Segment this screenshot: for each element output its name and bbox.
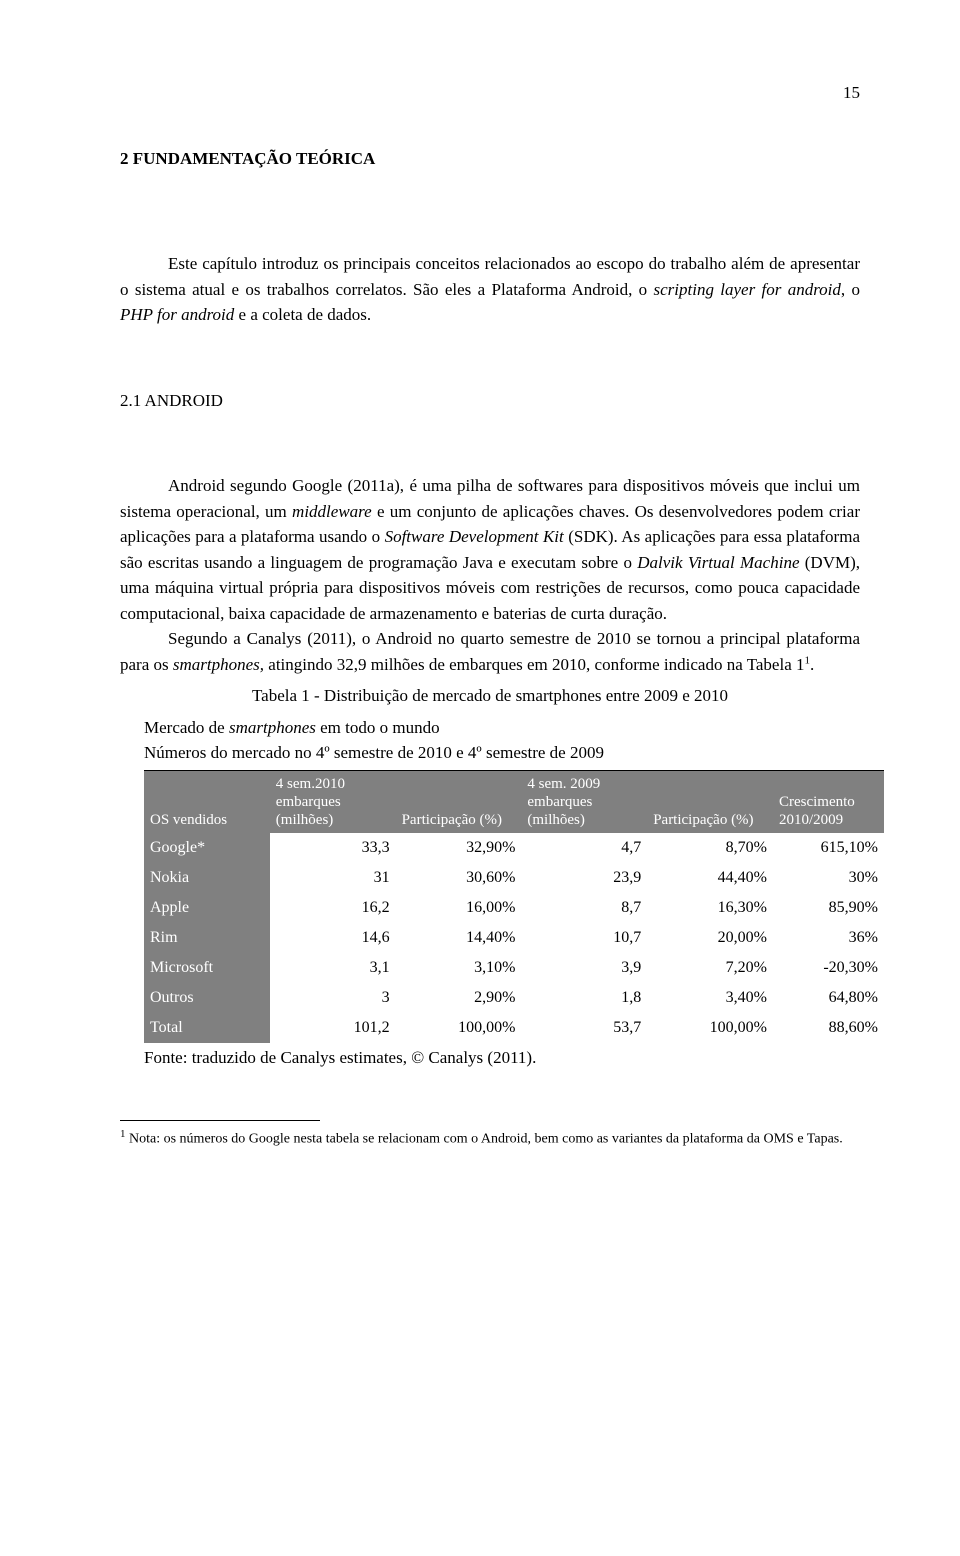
body-para-1: Android segundo Google (2011a), é uma pi… [120, 473, 860, 626]
footnote: 1 Nota: os números do Google nesta tabel… [120, 1127, 860, 1149]
p2-c: . [810, 655, 814, 674]
hdr-2009-ship: 4 sem. 2009 embarques (milhões) [521, 770, 647, 833]
cell: 7,20% [647, 953, 773, 983]
table-header-row: OS vendidos 4 sem.2010 embarques (milhõe… [144, 770, 884, 833]
table-row: Rim 14,6 14,40% 10,7 20,00% 36% [144, 923, 884, 953]
cell: 31 [270, 863, 396, 893]
cell: 16,2 [270, 893, 396, 923]
intro-paragraph: Este capítulo introduz os principais con… [120, 251, 860, 328]
cell: 64,80% [773, 983, 884, 1013]
p1-middleware: middleware [292, 502, 372, 521]
cell: 3,10% [396, 953, 522, 983]
page-number: 15 [120, 80, 860, 106]
hdr-os: OS vendidos [144, 770, 270, 833]
cell: 3,40% [647, 983, 773, 1013]
cell: 3,9 [521, 953, 647, 983]
cell: 30% [773, 863, 884, 893]
hdr-2009-share: Participação (%) [647, 770, 773, 833]
p1-sdk: Software Development Kit [385, 527, 564, 546]
table-subtitle-2: Números do mercado no 4º semestre de 201… [144, 740, 860, 766]
table-row: Google* 33,3 32,90% 4,7 8,70% 615,10% [144, 833, 884, 863]
cell-os: Nokia [144, 863, 270, 893]
cell: 100,00% [647, 1013, 773, 1043]
cell: 20,00% [647, 923, 773, 953]
table-source: Fonte: traduzido de Canalys estimates, ©… [144, 1045, 860, 1071]
cell: 101,2 [270, 1013, 396, 1043]
hdr-2010-share: Participação (%) [396, 770, 522, 833]
cell-os: Outros [144, 983, 270, 1013]
cell: 14,40% [396, 923, 522, 953]
cell-os: Microsoft [144, 953, 270, 983]
cell: 33,3 [270, 833, 396, 863]
table-row-total: Total 101,2 100,00% 53,7 100,00% 88,60% [144, 1013, 884, 1043]
table-row: Outros 3 2,90% 1,8 3,40% 64,80% [144, 983, 884, 1013]
p2-b: atingindo 32,9 milhões de embarques em 2… [264, 655, 804, 674]
smartphone-market-table: OS vendidos 4 sem.2010 embarques (milhõe… [144, 770, 884, 1043]
hdr-2010-ship: 4 sem.2010 embarques (milhões) [270, 770, 396, 833]
cell: 4,7 [521, 833, 647, 863]
cell: 8,7 [521, 893, 647, 923]
table-sub1-b: em todo o mundo [316, 718, 440, 737]
cell: 1,8 [521, 983, 647, 1013]
cell: 16,00% [396, 893, 522, 923]
intro-italic-1: scripting layer for android [654, 280, 841, 299]
cell: 88,60% [773, 1013, 884, 1043]
cell-os: Rim [144, 923, 270, 953]
table-subtitle-1: Mercado de smartphones em todo o mundo [144, 715, 860, 741]
hdr-growth: Crescimento 2010/2009 [773, 770, 884, 833]
table-row: Nokia 31 30,60% 23,9 44,40% 30% [144, 863, 884, 893]
subsection-title: 2.1 ANDROID [120, 388, 860, 414]
cell: 3 [270, 983, 396, 1013]
cell: 10,7 [521, 923, 647, 953]
cell: 100,00% [396, 1013, 522, 1043]
cell-os: Total [144, 1013, 270, 1043]
cell: 30,60% [396, 863, 522, 893]
cell: 53,7 [521, 1013, 647, 1043]
cell: 14,6 [270, 923, 396, 953]
table-caption: Tabela 1 - Distribuição de mercado de sm… [120, 683, 860, 709]
section-title: 2 FUNDAMENTAÇÃO TEÓRICA [120, 146, 860, 172]
footnote-text: Nota: os números do Google nesta tabela … [126, 1132, 843, 1147]
cell: 16,30% [647, 893, 773, 923]
p2-smartphones: smartphones, [173, 655, 264, 674]
table-row: Apple 16,2 16,00% 8,7 16,30% 85,90% [144, 893, 884, 923]
table-sub1-a: Mercado de [144, 718, 229, 737]
intro-mid: , o [841, 280, 860, 299]
cell: 32,90% [396, 833, 522, 863]
cell: 23,9 [521, 863, 647, 893]
footnote-separator [120, 1120, 320, 1121]
p1-dvm: Dalvik Virtual Machine [637, 553, 799, 572]
cell: 2,90% [396, 983, 522, 1013]
cell-os: Google* [144, 833, 270, 863]
cell: 8,70% [647, 833, 773, 863]
cell: 36% [773, 923, 884, 953]
intro-italic-2: PHP for android [120, 305, 234, 324]
table-sub1-i: smartphones [229, 718, 316, 737]
intro-end: e a coleta de dados. [234, 305, 371, 324]
table-row: Microsoft 3,1 3,10% 3,9 7,20% -20,30% [144, 953, 884, 983]
body-para-2: Segundo a Canalys (2011), o Android no q… [120, 626, 860, 677]
cell: -20,30% [773, 953, 884, 983]
cell: 3,1 [270, 953, 396, 983]
cell: 44,40% [647, 863, 773, 893]
cell: 615,10% [773, 833, 884, 863]
cell-os: Apple [144, 893, 270, 923]
cell: 85,90% [773, 893, 884, 923]
